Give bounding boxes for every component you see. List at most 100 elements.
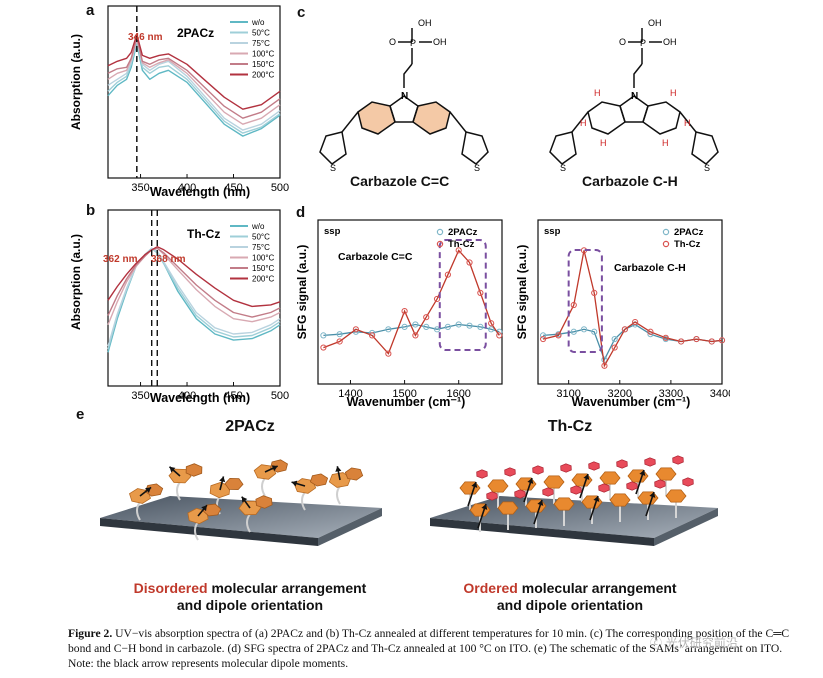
x-tick-label: 350 <box>131 182 149 194</box>
data-point <box>401 323 408 331</box>
legend-marker <box>436 240 444 248</box>
dipole-arrowhead <box>527 478 534 484</box>
data-point <box>591 289 598 296</box>
bond-annotation: Carbazole C-H <box>614 262 686 274</box>
x-tick-label: 1400 <box>338 388 362 400</box>
x-tick-label: 450 <box>224 182 242 194</box>
data-point <box>423 314 430 321</box>
data-point <box>662 334 669 341</box>
x-tick-label: 500 <box>271 182 289 194</box>
data-point <box>466 322 473 329</box>
dipole-arrowhead <box>201 505 207 512</box>
carbazole-unit <box>469 503 491 517</box>
series-line <box>107 246 281 308</box>
data-point <box>591 328 598 335</box>
carbazole-unit <box>655 467 677 481</box>
caption-label: Figure 2. <box>68 627 113 640</box>
data-point <box>477 289 484 296</box>
data-point <box>433 295 441 303</box>
plot-frame <box>537 219 723 385</box>
carbazole-unit <box>487 479 509 493</box>
legend-marker <box>436 228 444 236</box>
x-tick-label: 3300 <box>659 388 683 400</box>
panel-label-d: d <box>296 204 306 221</box>
caption-line-2: and dipole orientation <box>176 597 324 613</box>
legend-label: 75°C <box>252 39 270 48</box>
fit-line <box>323 323 500 337</box>
series-line <box>107 42 281 137</box>
carbazole-unit <box>665 489 687 503</box>
legend-label: 100°C <box>252 254 275 263</box>
polarization-label: ssp <box>324 226 341 237</box>
x-tick-label: 400 <box>178 390 196 402</box>
n-label: N <box>401 91 408 102</box>
data-point <box>632 318 639 326</box>
data-point <box>570 301 577 309</box>
oh-label: OH <box>433 37 447 47</box>
data-point <box>320 332 327 339</box>
p-label: P <box>640 38 646 48</box>
data-point <box>369 332 376 339</box>
dipole-arrowhead <box>291 480 298 487</box>
fit-line <box>323 249 500 355</box>
fit-line <box>542 250 723 368</box>
carbazole-unit <box>637 491 659 505</box>
p-label: P <box>410 38 416 48</box>
data-point <box>352 326 359 333</box>
oh-label: OH <box>663 37 677 47</box>
carbazole-unit <box>459 481 481 495</box>
legend-label: 75°C <box>252 243 270 252</box>
thiophene-unit <box>588 461 600 471</box>
sam-schematic <box>100 455 718 546</box>
dipole-arrowhead <box>271 465 278 472</box>
thiophene-unit <box>598 483 610 493</box>
h-label: H <box>580 118 587 128</box>
chart-panel-a: 350 400 450 500 Absorption (a.u.) Wavelengt… <box>70 5 289 199</box>
thiophene-unit <box>514 489 526 499</box>
carbazole-unit <box>609 493 631 507</box>
y-axis-label: SFG signal (a.u.) <box>516 245 529 340</box>
legend-label: Th-Cz <box>674 239 701 250</box>
sample-title: Th-Cz <box>187 227 220 241</box>
legend-label: 200°C <box>252 275 275 284</box>
x-tick-label: 3200 <box>608 388 632 400</box>
fit-line <box>543 323 723 362</box>
dipole-arrowhead <box>219 476 226 483</box>
peak-annotation-2: 368 nm <box>151 254 186 265</box>
s-label: S <box>560 163 566 173</box>
caption-rest: molecular arrangement <box>207 580 367 596</box>
dipole-arrowhead <box>169 466 176 473</box>
peak-annotation: 346 nm <box>128 32 163 43</box>
series-line <box>107 36 281 119</box>
y-axis-label: SFG signal (a.u.) <box>296 245 309 340</box>
x-tick-label: 3100 <box>556 388 580 400</box>
bond-annotation: Carbazole C=C <box>338 251 413 263</box>
caption-line-2: and dipole orientation <box>496 597 644 613</box>
dipole-arrowhead <box>471 482 478 488</box>
molecule-structures: OH OH O P N S S OH OH O P N S S H H H H … <box>319 18 719 173</box>
carbazole-unit <box>515 477 537 491</box>
scheme-title-left: 2PACz <box>225 418 275 435</box>
h-label: H <box>662 138 669 148</box>
s-label: S <box>474 163 480 173</box>
data-point <box>444 271 451 278</box>
data-point <box>540 332 547 339</box>
thiophene-unit <box>682 477 694 487</box>
thiophene-unit <box>570 485 582 495</box>
series-line <box>107 247 281 318</box>
x-tick-label: 400 <box>178 182 196 194</box>
dipole-arrowhead <box>145 487 152 494</box>
thiophene-unit <box>255 495 273 509</box>
thiophene-unit <box>654 479 666 489</box>
dipole-arrowhead <box>481 504 488 510</box>
data-point <box>718 337 726 344</box>
panel-label-c: c <box>297 4 306 21</box>
data-point <box>320 344 327 351</box>
data-point <box>455 247 462 254</box>
data-point <box>488 326 495 333</box>
o-label: O <box>619 37 626 47</box>
peak-annotation-1: 362 nm <box>103 254 138 265</box>
data-point <box>555 332 562 339</box>
thiophene-unit <box>224 477 244 491</box>
caption-text: UV−vis absorption spectra of (a) 2PACz a… <box>68 627 790 670</box>
